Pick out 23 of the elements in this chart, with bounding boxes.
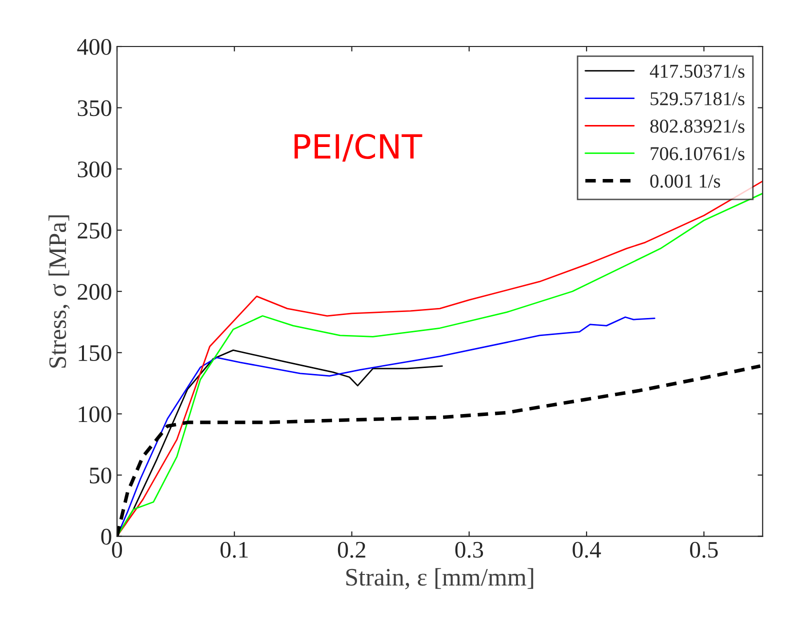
legend-label: 802.83921/s — [650, 120, 744, 133]
x-tick-label: 0.5 — [690, 542, 718, 558]
x-tick-label: 0.1 — [220, 542, 248, 558]
x-tick-label: 0.4 — [572, 542, 601, 558]
y-axis-title: Stress, σ [MPa] — [48, 215, 70, 368]
x-tick-label: 0 — [112, 542, 122, 558]
y-tick-label: 0 — [101, 528, 112, 545]
x-axis-title: Strain, ε [mm/mm] — [346, 568, 534, 590]
legend-label: 417.50371/s — [650, 64, 744, 78]
y-tick-label: 300 — [78, 161, 112, 178]
y-tick-label: 350 — [78, 100, 112, 116]
y-tick-label: 250 — [78, 222, 112, 239]
y-tick-label: 400 — [77, 38, 112, 55]
legend-label: 529.57181/s — [650, 92, 744, 106]
y-tick-label: 200 — [78, 284, 112, 300]
y-tick-label: 150 — [78, 345, 112, 362]
y-tick-label: 50 — [90, 468, 112, 484]
x-tick-label: 0.3 — [455, 542, 483, 558]
legend-label: 0.001 1/s — [650, 174, 720, 188]
annotation: PEI/CNT — [294, 134, 422, 162]
legend-label: 706.10761/s — [650, 147, 744, 160]
y-tick-label: 100 — [78, 406, 112, 422]
x-tick-label: 0.2 — [338, 542, 366, 558]
